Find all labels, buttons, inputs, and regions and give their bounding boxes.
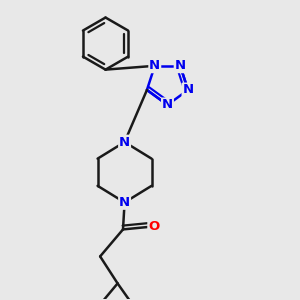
Text: N: N [175, 59, 186, 72]
Text: N: N [182, 83, 194, 97]
Text: O: O [148, 220, 159, 233]
Text: N: N [149, 59, 160, 72]
Text: N: N [119, 196, 130, 209]
Text: N: N [119, 136, 130, 148]
Text: N: N [162, 98, 173, 111]
